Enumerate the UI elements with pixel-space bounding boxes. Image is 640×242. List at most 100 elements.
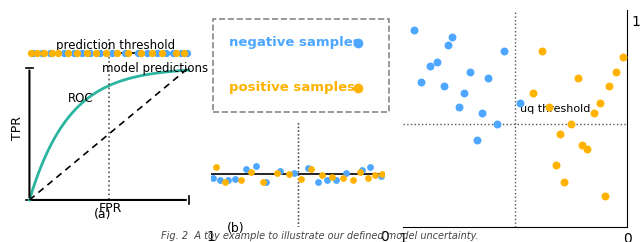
Point	[476, 112, 487, 115]
Point	[337, 176, 348, 180]
Point	[582, 147, 592, 151]
Point	[438, 84, 449, 88]
Point	[223, 178, 234, 182]
Text: positive samples: positive samples	[229, 81, 355, 94]
Point	[307, 167, 317, 171]
Point	[465, 70, 476, 74]
Point	[123, 51, 133, 54]
Point	[566, 122, 577, 126]
Point	[101, 51, 111, 54]
Point	[53, 51, 63, 54]
Point	[528, 91, 538, 95]
Point	[60, 51, 70, 54]
Point	[37, 51, 47, 54]
Text: prediction threshold: prediction threshold	[56, 39, 175, 52]
Point	[112, 51, 122, 54]
Point	[537, 49, 547, 53]
Text: Fig. 2  A toy example to illustrate our defined model uncertainty.: Fig. 2 A toy example to illustrate our d…	[161, 231, 479, 241]
Point	[365, 165, 375, 168]
Point	[458, 91, 468, 95]
Text: negative samples: negative samples	[229, 37, 361, 49]
Point	[356, 168, 367, 172]
Point	[432, 60, 442, 63]
Point	[85, 51, 95, 54]
Point	[492, 122, 502, 126]
Point	[443, 43, 453, 47]
Point	[289, 171, 300, 174]
Point	[258, 180, 268, 184]
Point	[555, 132, 565, 136]
Point	[296, 177, 306, 181]
Point	[272, 171, 282, 174]
Point	[472, 138, 483, 142]
Point	[215, 178, 225, 182]
Point	[152, 51, 162, 54]
Point	[559, 180, 570, 184]
Point	[120, 51, 130, 54]
Text: (a): (a)	[93, 208, 111, 221]
Point	[330, 178, 340, 182]
Point	[341, 171, 351, 174]
Text: model predictions: model predictions	[102, 62, 209, 75]
Point	[157, 51, 167, 54]
Point	[483, 76, 493, 80]
Point	[573, 76, 583, 80]
Point	[38, 51, 49, 54]
Point	[327, 174, 337, 178]
Point	[28, 51, 38, 54]
Point	[26, 51, 36, 54]
Point	[69, 51, 79, 54]
Point	[515, 101, 525, 105]
Point	[284, 172, 294, 176]
Point	[544, 105, 554, 109]
Point	[95, 51, 105, 54]
Text: FPR: FPR	[99, 202, 122, 215]
Point	[348, 178, 358, 182]
Point	[454, 105, 465, 109]
Point	[604, 84, 614, 88]
Point	[63, 51, 73, 54]
Text: (b): (b)	[227, 222, 245, 235]
Point	[577, 143, 588, 146]
Point	[161, 51, 172, 54]
Point	[355, 170, 365, 174]
Point	[82, 51, 92, 54]
Point	[241, 167, 251, 171]
Point	[136, 51, 146, 54]
Point	[364, 176, 374, 180]
Point	[410, 29, 420, 32]
Point	[179, 51, 189, 54]
Point	[45, 51, 55, 54]
Point	[376, 174, 386, 178]
Point	[208, 176, 218, 180]
Point	[77, 51, 87, 54]
FancyBboxPatch shape	[213, 19, 388, 112]
Point	[230, 177, 241, 181]
Point	[72, 51, 83, 54]
Point	[595, 101, 605, 105]
Point	[107, 51, 117, 54]
Point	[416, 80, 426, 84]
Text: uq threshold: uq threshold	[520, 104, 590, 114]
Point	[303, 166, 313, 170]
Point	[377, 172, 387, 176]
Point	[92, 51, 102, 54]
Point	[142, 51, 152, 54]
Point	[182, 51, 193, 54]
Point	[211, 165, 221, 168]
Point	[246, 170, 256, 174]
Point	[147, 51, 157, 54]
Point	[176, 51, 186, 54]
Point	[220, 180, 230, 184]
Point	[171, 51, 181, 54]
Text: ROC: ROC	[68, 92, 93, 106]
Point	[313, 180, 323, 184]
Text: TPR: TPR	[12, 116, 24, 140]
Point	[251, 164, 261, 168]
Point	[322, 178, 332, 182]
Point	[236, 178, 246, 182]
Point	[425, 64, 435, 68]
Point	[371, 174, 381, 177]
Point	[611, 70, 621, 74]
Point	[589, 112, 599, 115]
